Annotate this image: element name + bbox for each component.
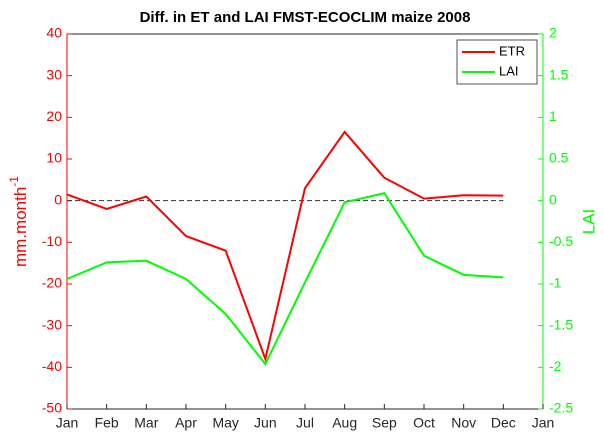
legend-box [456,39,538,85]
line-series [66,130,504,363]
chart-title: Diff. in ET and LAI FMST-ECOCLIM maize 2… [140,9,471,26]
y-tick-label: -30 [42,316,62,332]
y-axis-label-text: mm.month [11,187,30,267]
y-axis-label: mm.month-1 [7,176,30,267]
y-tick-label: -40 [42,358,62,374]
x-tick-label: Mar [134,415,158,431]
x-tick-label: Jan [532,415,555,431]
y2-tick-label: -1 [549,275,562,291]
x-tick-label: Nov [451,415,476,431]
x-tick-label: May [212,415,238,431]
x-tick-label: Sep [372,415,397,431]
legend-label: LAI [499,63,519,78]
y-tick-label: 10 [46,150,62,166]
y2-tick-label: -1.5 [549,316,573,332]
legend-label: ETR [499,43,525,58]
y2-tick-label: 1.5 [549,66,569,82]
y-axis-label-sup: -1 [7,176,21,187]
y-tick-label: -10 [42,233,62,249]
y2-tick-label: 0 [549,191,557,207]
x-tick-label: Dec [491,415,516,431]
y-tick-label: 40 [46,25,62,41]
x-tick-label: Feb [95,415,119,431]
x-tick-label: Jan [56,415,79,431]
y2-axis-label: LAI [579,209,598,235]
y2-tick-label: -0.5 [549,233,573,249]
y-tick-label: 30 [46,66,62,82]
x-tick-label: Oct [413,415,435,431]
x-tick-label: Apr [175,415,197,431]
x-tick-label: Aug [332,415,357,431]
y-tick-label: -50 [42,400,62,416]
y2-tick-label: 1 [549,108,557,124]
y2-tick-label: -2 [549,358,562,374]
x-tick-label: Jul [296,415,314,431]
y2-tick-label: 2 [549,25,557,41]
y2-tick-label: -2.5 [549,400,573,416]
y-tick-label: 20 [46,108,62,124]
line-series [66,192,504,366]
y2-tick-label: 0.5 [549,150,569,166]
y-tick-label: 0 [54,191,62,207]
x-tick-label: Jun [254,415,277,431]
y-tick-label: -20 [42,275,62,291]
